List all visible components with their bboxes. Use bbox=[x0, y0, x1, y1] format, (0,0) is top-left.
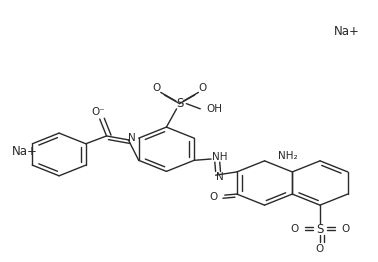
Text: NH: NH bbox=[212, 152, 227, 162]
Text: O: O bbox=[291, 223, 299, 234]
Text: O: O bbox=[341, 223, 349, 234]
Text: N: N bbox=[216, 172, 224, 182]
Text: O⁻: O⁻ bbox=[91, 107, 105, 117]
Text: O: O bbox=[209, 192, 218, 202]
Text: O: O bbox=[198, 83, 206, 93]
Text: S: S bbox=[176, 97, 183, 110]
Text: Na+: Na+ bbox=[12, 145, 38, 158]
Text: O: O bbox=[153, 83, 161, 93]
Text: O: O bbox=[316, 244, 324, 254]
Text: OH: OH bbox=[207, 104, 223, 114]
Text: NH₂: NH₂ bbox=[278, 151, 297, 161]
Text: N: N bbox=[127, 133, 135, 143]
Text: S: S bbox=[316, 223, 324, 236]
Text: Na+: Na+ bbox=[334, 25, 360, 39]
